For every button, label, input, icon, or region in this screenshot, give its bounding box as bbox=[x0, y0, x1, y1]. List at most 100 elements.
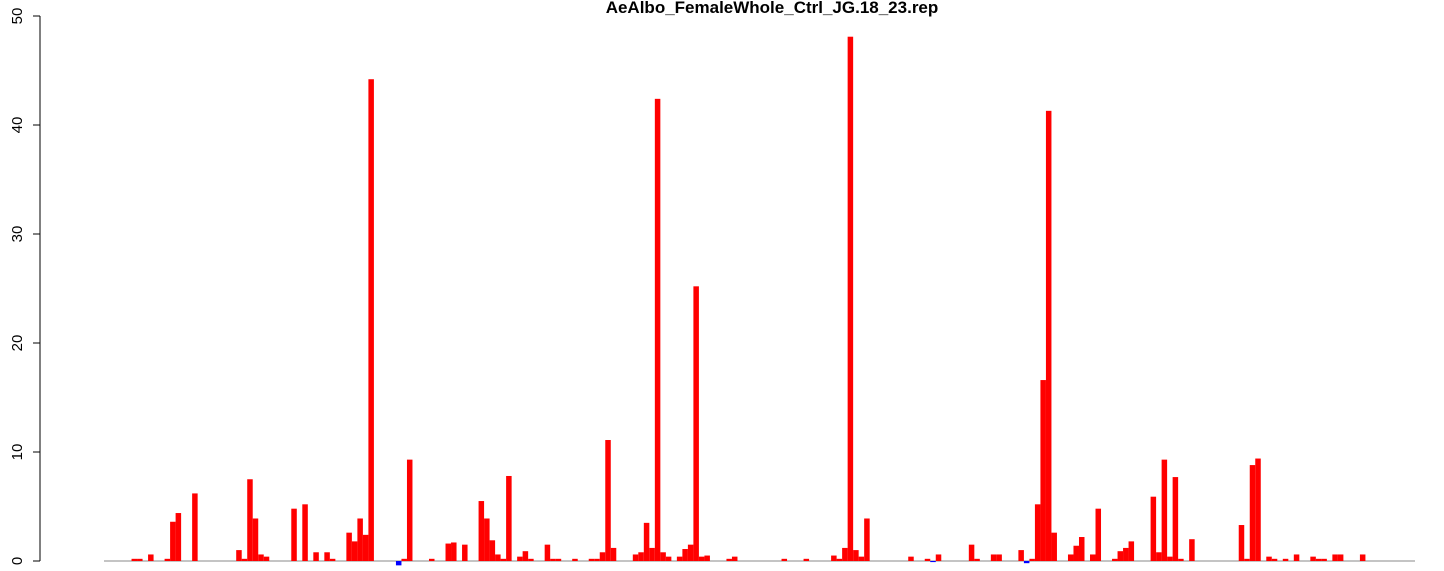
bar bbox=[1249, 465, 1256, 561]
bar bbox=[362, 534, 369, 561]
bar bbox=[1321, 558, 1327, 561]
bar bbox=[324, 552, 330, 561]
bar bbox=[1078, 537, 1085, 561]
bar bbox=[175, 513, 182, 561]
bar bbox=[968, 544, 975, 561]
bar bbox=[500, 558, 507, 561]
y-tick-label: 0 bbox=[9, 557, 26, 565]
bar bbox=[572, 558, 578, 561]
bar bbox=[1172, 477, 1179, 561]
bar bbox=[252, 518, 259, 561]
bar bbox=[263, 556, 270, 561]
bar bbox=[291, 508, 297, 561]
bar bbox=[1156, 552, 1162, 561]
bar bbox=[1117, 551, 1124, 561]
bar bbox=[605, 440, 611, 561]
bar bbox=[247, 479, 253, 561]
bar bbox=[1045, 110, 1052, 561]
bar bbox=[974, 558, 980, 561]
bar bbox=[258, 554, 264, 561]
bar bbox=[1067, 554, 1074, 561]
bar bbox=[1150, 496, 1157, 561]
bar bbox=[638, 552, 644, 561]
bar bbox=[1167, 556, 1173, 561]
bar bbox=[241, 558, 248, 561]
bar bbox=[698, 556, 705, 561]
bar bbox=[858, 556, 865, 561]
bar bbox=[1095, 508, 1102, 561]
bar bbox=[368, 79, 374, 561]
bar bbox=[1359, 554, 1366, 561]
bar bbox=[1051, 532, 1057, 561]
bar bbox=[1189, 539, 1195, 561]
bar bbox=[935, 554, 942, 561]
bar bbox=[522, 551, 529, 561]
bar bbox=[1238, 525, 1245, 561]
bar bbox=[544, 544, 551, 561]
bar bbox=[313, 552, 319, 561]
y-tick-label: 40 bbox=[9, 117, 26, 134]
bar bbox=[704, 555, 710, 561]
bar bbox=[506, 475, 512, 561]
bar bbox=[649, 547, 655, 561]
bar bbox=[588, 558, 595, 561]
bar bbox=[1178, 558, 1184, 561]
bar bbox=[1332, 554, 1338, 561]
bar bbox=[836, 558, 843, 561]
bar bbox=[599, 552, 606, 561]
bar bbox=[676, 556, 683, 561]
bar bbox=[236, 550, 242, 561]
bar bbox=[357, 518, 363, 561]
bar bbox=[1255, 458, 1261, 561]
bar bbox=[192, 493, 198, 561]
bar bbox=[726, 558, 732, 561]
bar bbox=[1040, 380, 1046, 561]
bar bbox=[803, 558, 810, 561]
bar bbox=[864, 518, 870, 561]
bar bbox=[594, 558, 600, 561]
bar bbox=[478, 501, 485, 561]
bar bbox=[1034, 504, 1041, 561]
bar bbox=[693, 286, 699, 561]
bar bbox=[1244, 558, 1250, 561]
bar bbox=[137, 558, 143, 561]
bar bbox=[484, 518, 490, 561]
bar bbox=[302, 504, 308, 561]
bar bbox=[781, 558, 788, 561]
bar bbox=[329, 558, 336, 561]
bar bbox=[1271, 558, 1278, 561]
bar bbox=[1315, 558, 1322, 561]
bar bbox=[351, 541, 358, 561]
bar bbox=[660, 552, 666, 561]
bar bbox=[164, 558, 171, 561]
bar bbox=[643, 522, 650, 561]
bar bbox=[1018, 550, 1024, 561]
bar bbox=[990, 554, 997, 561]
bar bbox=[1023, 561, 1030, 564]
y-tick-label: 10 bbox=[9, 444, 26, 461]
bar bbox=[908, 556, 914, 561]
bar bbox=[610, 547, 617, 561]
bar bbox=[930, 561, 936, 563]
y-tick-label: 20 bbox=[9, 335, 26, 352]
bar bbox=[1310, 556, 1316, 561]
bar bbox=[148, 554, 154, 561]
bar bbox=[831, 555, 837, 561]
bar bbox=[489, 540, 496, 561]
bar bbox=[1128, 541, 1135, 561]
bar bbox=[1073, 545, 1079, 561]
bar bbox=[346, 532, 352, 561]
bar bbox=[1282, 558, 1289, 561]
bar bbox=[1266, 556, 1272, 561]
bar bbox=[687, 544, 694, 561]
bar bbox=[632, 554, 639, 561]
bar bbox=[395, 561, 402, 566]
bar bbox=[847, 36, 854, 561]
bar bbox=[170, 521, 176, 561]
chart-title: AeAlbo_FemaleWhole_Ctrl_JG.18_23.rep bbox=[606, 0, 939, 17]
bar bbox=[555, 558, 562, 561]
bar bbox=[1161, 459, 1168, 561]
bar bbox=[853, 550, 859, 561]
bar bbox=[1337, 554, 1344, 561]
